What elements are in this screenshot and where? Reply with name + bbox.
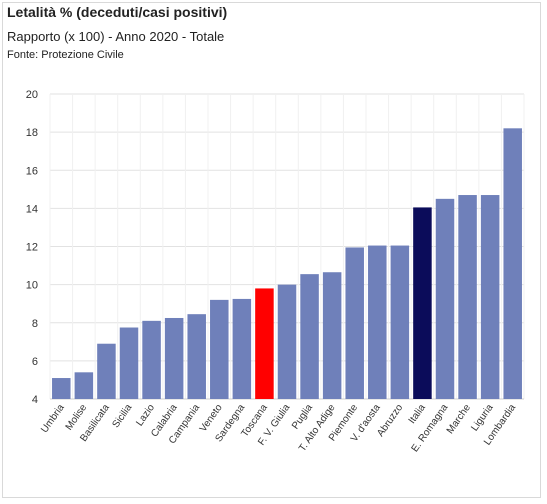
- bar-calabria: [164, 317, 184, 399]
- bar-f-v-giulia: [277, 284, 297, 399]
- chart-source: Fonte: Protezione Civile: [7, 49, 124, 61]
- x-tick-label: Marche: [445, 402, 473, 436]
- y-tick-label: 12: [26, 242, 38, 254]
- x-tick-label: Lazio: [134, 402, 157, 428]
- bar-lombardia: [503, 128, 522, 399]
- bar-toscana: [255, 288, 274, 399]
- bar-piemonte: [345, 247, 364, 399]
- bar-e-romagna: [435, 198, 455, 399]
- bar-sicilia: [119, 327, 139, 399]
- bar-molise: [74, 372, 94, 399]
- x-tick-label: Sicilia: [110, 402, 134, 430]
- bar-umbria: [52, 378, 71, 399]
- y-tick-label: 18: [26, 127, 38, 139]
- y-tick-label: 4: [32, 394, 38, 406]
- y-tick-label: 16: [26, 165, 38, 177]
- bar-basilicata: [97, 343, 116, 399]
- bar-lazio: [142, 320, 161, 399]
- y-tick-label: 8: [32, 318, 38, 330]
- bar-v-d-aosta: [368, 245, 387, 399]
- y-tick-label: 10: [26, 280, 38, 292]
- bars-layer: [52, 128, 522, 399]
- y-tick-label: 6: [32, 356, 38, 368]
- bar-italia: [413, 207, 432, 399]
- bar-sardegna: [232, 298, 252, 399]
- bar-abruzzo: [390, 245, 410, 399]
- x-tick-label: Italia: [407, 402, 428, 426]
- bar-veneto: [210, 299, 229, 399]
- bar-puglia: [300, 274, 319, 399]
- bar-campania: [187, 314, 206, 399]
- bar-liguria: [480, 195, 500, 399]
- x-tick-label: Umbria: [39, 402, 67, 435]
- y-tick-labels: 4 6 8 10 12 14 16 18 20: [26, 89, 38, 406]
- chart-subtitle: Rapporto (x 100) - Anno 2020 - Totale: [7, 29, 225, 44]
- bar-t-alto-adige: [322, 272, 342, 399]
- y-tick-label: 20: [26, 89, 38, 101]
- y-tick-label: 14: [26, 203, 38, 215]
- bar-marche: [458, 195, 477, 399]
- chart-title: Letalità % (deceduti/casi positivi): [7, 4, 228, 20]
